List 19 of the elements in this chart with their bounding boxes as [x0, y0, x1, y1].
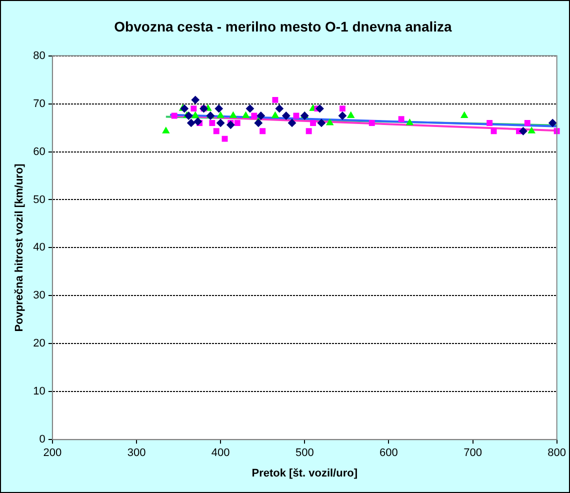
y-tick-label: 70 [33, 98, 46, 110]
y-tick-label: 50 [33, 194, 46, 206]
y-axis-title: Povprečna hitrost vozil [km/uro] [14, 163, 26, 332]
x-tick-label: 600 [380, 447, 398, 460]
chart-title: Obvozna cesta - merilno mesto O-1 dnevna analiza [114, 18, 452, 34]
y-tick-label: 40 [33, 242, 46, 254]
x-axis-title: Pretok [št. vozil/uro] [252, 467, 358, 480]
y-tick-label: 0 [39, 434, 46, 446]
y-tick-label: 30 [33, 290, 46, 302]
y-tick-label: 60 [33, 146, 46, 158]
y-tick-label: 80 [33, 50, 46, 62]
x-tick-label: 200 [43, 447, 62, 460]
x-tick-label: 400 [211, 447, 230, 460]
x-tick-label: 700 [464, 447, 482, 460]
x-tick-label: 500 [295, 447, 314, 460]
y-tick-label: 10 [33, 386, 46, 398]
x-tick-label: 300 [127, 447, 146, 460]
x-tick-label: 800 [548, 447, 566, 460]
y-tick-label: 20 [33, 338, 46, 350]
